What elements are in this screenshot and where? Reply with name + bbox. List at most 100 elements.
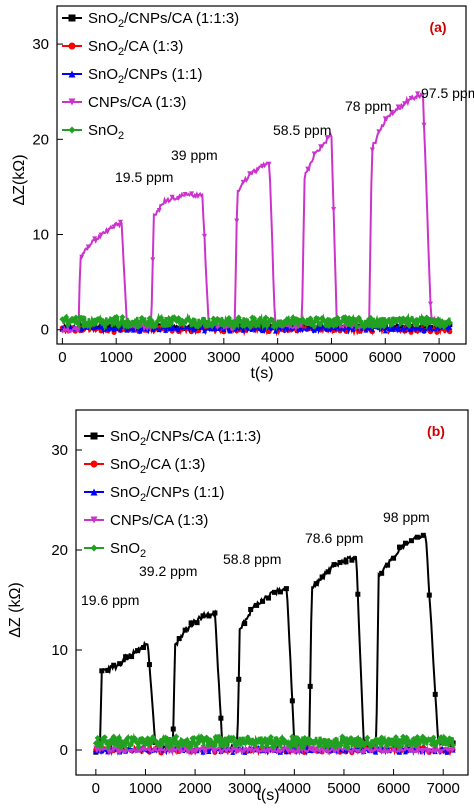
point-marker (283, 749, 289, 755)
legend: SnO2/CNPs/CA (1:1:3) SnO2/CA (1:3) SnO2/CN… (84, 428, 261, 560)
point-marker (444, 740, 451, 747)
point-marker (427, 301, 433, 307)
point-marker (337, 560, 343, 566)
chart-panel-b: 0 1000 2000 3000 4000 5000 6000 7000 0 10 20 30 t(s)… (7, 409, 469, 804)
point-marker (253, 169, 259, 175)
point-marker (194, 747, 200, 753)
point-marker (414, 733, 421, 740)
point-marker (305, 166, 311, 172)
point-marker (331, 562, 337, 568)
legend-entry: SnO2 (110, 540, 146, 560)
point-marker (135, 648, 141, 654)
point-marker (313, 581, 319, 587)
point-marker (189, 191, 195, 197)
point-marker (260, 328, 266, 334)
series-2 (59, 323, 453, 335)
series-4 (59, 312, 453, 332)
x-tick-label: 2000 (153, 349, 186, 366)
legend-marker (90, 460, 98, 468)
point-marker (361, 749, 367, 755)
concentration-annotation: 78 ppm (345, 98, 392, 114)
point-marker (156, 327, 162, 333)
point-marker (375, 322, 382, 329)
point-marker (203, 734, 210, 741)
point-marker (415, 325, 421, 331)
x-tick-label: 5000 (327, 780, 360, 797)
point-marker (307, 683, 313, 689)
point-marker (173, 733, 180, 740)
point-marker (391, 747, 397, 753)
point-marker (439, 740, 446, 747)
point-marker (187, 743, 194, 750)
point-marker (210, 315, 217, 322)
point-marker (367, 314, 374, 321)
panel-label: (b) (427, 423, 445, 439)
point-marker (85, 244, 91, 250)
legend-entry: SnO2/CA (1:3) (110, 456, 205, 476)
x-tick-label: 5000 (315, 349, 348, 366)
point-marker (285, 325, 291, 331)
point-marker (266, 749, 272, 755)
point-marker (379, 316, 386, 323)
point-marker (402, 101, 408, 107)
point-marker (230, 749, 236, 755)
point-marker (298, 323, 304, 329)
point-marker (447, 324, 453, 330)
point-marker (243, 317, 250, 324)
point-marker (169, 326, 175, 332)
point-marker (298, 326, 304, 332)
point-marker (129, 654, 135, 660)
x-tick-label: 3000 (228, 780, 261, 797)
point-marker (237, 317, 244, 324)
legend-entry: SnO2/CNPs/CA (1:1:3) (88, 10, 239, 30)
legend-marker (68, 126, 76, 134)
point-marker (389, 326, 395, 332)
point-marker (406, 322, 413, 329)
point-marker (325, 749, 331, 755)
point-marker (421, 122, 427, 128)
point-marker (92, 236, 98, 242)
legend-entry: SnO2/CNPs/CA (1:1:3) (110, 428, 261, 448)
point-marker (331, 207, 337, 213)
point-marker (376, 129, 382, 135)
point-marker (218, 749, 224, 755)
point-marker (119, 313, 126, 320)
point-marker (267, 734, 274, 741)
point-marker (105, 744, 112, 751)
point-marker (248, 747, 254, 753)
point-marker (391, 555, 397, 561)
concentration-annotation: 19.5 ppm (115, 169, 173, 185)
point-marker (125, 734, 132, 741)
x-axis-label: t(s) (256, 787, 279, 804)
point-marker (98, 232, 104, 238)
point-marker (325, 569, 331, 575)
point-marker (105, 667, 111, 673)
point-marker (300, 744, 307, 751)
point-marker (420, 747, 426, 753)
point-marker (152, 323, 159, 330)
point-marker (262, 314, 269, 321)
point-marker (230, 746, 236, 752)
plot-area (92, 532, 457, 757)
point-marker (437, 734, 444, 741)
point-marker (402, 746, 408, 752)
point-marker (142, 739, 149, 746)
point-marker (426, 592, 432, 598)
x-tick-label: 7000 (427, 780, 460, 797)
point-marker (98, 743, 105, 750)
point-marker (346, 315, 353, 322)
point-marker (311, 327, 317, 333)
point-marker (369, 147, 375, 153)
point-marker (150, 257, 156, 263)
point-marker (98, 324, 104, 330)
point-marker (210, 742, 217, 749)
point-marker (140, 645, 146, 651)
point-marker (176, 195, 182, 201)
legend-entry: SnO2/CNPs (1:1) (88, 66, 203, 86)
point-marker (305, 325, 311, 331)
point-marker (315, 315, 322, 322)
point-marker (240, 327, 246, 333)
point-marker (230, 734, 237, 741)
point-marker (191, 735, 198, 742)
legend-marker (68, 14, 76, 22)
